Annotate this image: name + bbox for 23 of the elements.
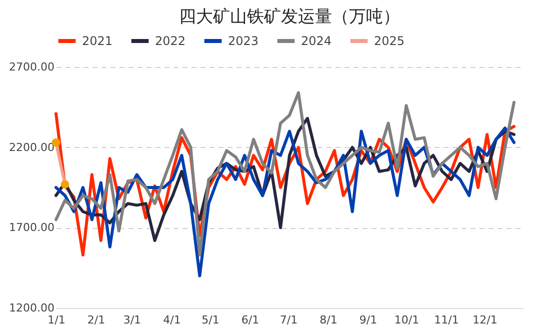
x-tick-label: 5/1 <box>202 314 220 326</box>
line-series <box>54 126 516 278</box>
x-tick-label: 3/1 <box>123 314 142 326</box>
legend-label: 2021 <box>82 34 113 48</box>
x-tick-label: 10/1 <box>394 314 420 326</box>
y-tick-label: 2700.00 <box>9 60 54 74</box>
x-tick-label: 4/1 <box>163 314 181 326</box>
chart-title: 四大矿山铁矿发运量（万吨） <box>179 7 400 27</box>
x-tick-label: 6/1 <box>241 314 260 326</box>
y-tick-label: 1200.00 <box>9 302 54 314</box>
x-tick-label: 7/1 <box>280 314 298 326</box>
legend-label: 2024 <box>301 34 332 48</box>
y-tick-label: 1700.00 <box>9 221 54 234</box>
x-tick-label: 12/1 <box>472 314 498 326</box>
legend-label: 2023 <box>228 34 259 48</box>
x-tick-label: 8/1 <box>320 314 338 326</box>
y-tick-label: 2200.00 <box>9 140 54 154</box>
x-tick-label: 9/1 <box>359 314 378 326</box>
x-tick-label: 2/1 <box>87 314 106 326</box>
legend-label: 2022 <box>155 34 186 48</box>
x-tick-label: 11/1 <box>434 314 459 326</box>
x-tick-label: 1/1 <box>48 314 66 326</box>
legend-label: 2025 <box>374 34 405 48</box>
